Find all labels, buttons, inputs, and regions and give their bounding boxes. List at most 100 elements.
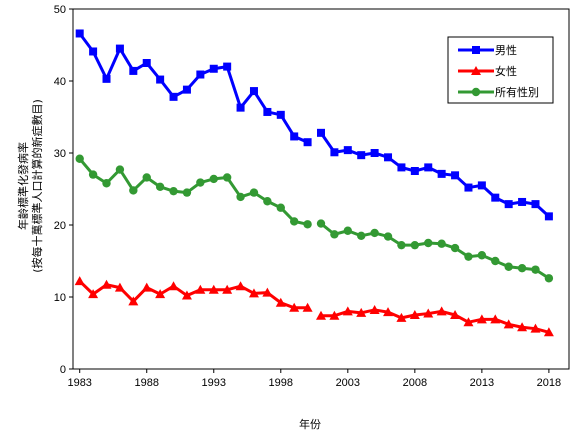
data-point bbox=[369, 304, 380, 314]
data-point bbox=[424, 238, 433, 248]
data-point bbox=[303, 138, 312, 147]
data-point bbox=[329, 310, 340, 320]
data-point bbox=[316, 219, 326, 228]
data-point bbox=[236, 103, 245, 112]
legend-label: 所有性別 bbox=[495, 85, 539, 99]
data-point bbox=[517, 322, 528, 332]
data-point bbox=[464, 252, 473, 261]
data-point bbox=[330, 148, 339, 157]
data-point bbox=[168, 281, 179, 291]
legend-label: 男性 bbox=[495, 43, 517, 57]
data-point bbox=[383, 307, 394, 317]
data-point bbox=[330, 230, 339, 239]
data-point bbox=[88, 289, 99, 299]
data-point bbox=[114, 282, 125, 292]
data-point bbox=[302, 302, 313, 312]
data-point bbox=[128, 296, 139, 306]
data-point bbox=[397, 163, 406, 172]
data-point bbox=[129, 186, 138, 195]
data-point bbox=[316, 310, 326, 320]
data-point bbox=[517, 264, 527, 273]
data-point bbox=[223, 62, 232, 71]
data-point bbox=[451, 171, 460, 180]
x-tick-label: 2013 bbox=[470, 377, 494, 389]
data-point bbox=[544, 274, 554, 283]
data-point bbox=[75, 29, 84, 38]
data-point bbox=[169, 92, 178, 101]
legend-item-2: 所有性別 bbox=[458, 85, 539, 99]
data-point bbox=[248, 288, 259, 298]
data-point bbox=[115, 44, 124, 53]
legend-item-0: 男性 bbox=[458, 43, 517, 57]
data-point bbox=[101, 279, 112, 289]
data-point bbox=[208, 284, 219, 294]
data-point bbox=[491, 256, 500, 266]
data-point bbox=[182, 85, 191, 94]
data-point bbox=[503, 319, 514, 329]
data-point bbox=[249, 87, 258, 96]
data-point bbox=[370, 149, 379, 157]
y-axis: 0 10 20 30 40 50 bbox=[54, 4, 73, 376]
series-2 bbox=[75, 154, 554, 283]
data-point bbox=[317, 128, 325, 137]
data-point bbox=[289, 302, 300, 312]
data-point bbox=[129, 66, 138, 75]
data-point bbox=[222, 173, 232, 182]
data-point bbox=[263, 107, 272, 116]
data-point bbox=[463, 317, 474, 327]
y-tick-label: 50 bbox=[54, 4, 66, 16]
x-tick-label: 2003 bbox=[336, 377, 360, 389]
x-axis: 1983 1988 1993 1998 2003 2008 2013 2018 bbox=[67, 369, 561, 389]
data-point bbox=[142, 173, 151, 182]
data-point bbox=[263, 197, 272, 206]
data-point bbox=[531, 265, 540, 274]
x-axis-label: 年份 bbox=[299, 417, 321, 431]
data-point bbox=[181, 290, 192, 300]
data-point bbox=[530, 323, 541, 333]
data-point bbox=[155, 182, 165, 192]
data-point bbox=[436, 306, 447, 316]
data-point bbox=[155, 289, 166, 299]
data-point bbox=[504, 262, 513, 271]
data-point bbox=[437, 169, 446, 178]
data-point bbox=[543, 327, 554, 337]
legend-item-1: 女性 bbox=[458, 64, 517, 78]
data-point bbox=[141, 282, 152, 292]
data-point bbox=[222, 284, 233, 294]
data-point bbox=[209, 174, 218, 184]
data-point bbox=[396, 312, 407, 322]
data-point bbox=[209, 64, 218, 73]
data-point bbox=[477, 181, 486, 190]
x-tick-label: 2008 bbox=[403, 377, 427, 389]
data-point bbox=[410, 167, 419, 175]
data-point bbox=[476, 314, 487, 324]
data-point bbox=[102, 74, 111, 83]
data-point bbox=[477, 251, 487, 260]
data-point bbox=[357, 231, 366, 240]
data-point bbox=[115, 165, 125, 174]
data-point bbox=[450, 310, 461, 319]
data-point bbox=[410, 240, 420, 250]
y-tick-label: 20 bbox=[54, 220, 66, 232]
data-point bbox=[74, 276, 85, 286]
data-point bbox=[262, 287, 273, 297]
data-point bbox=[544, 212, 553, 221]
data-point bbox=[504, 200, 513, 209]
data-point bbox=[383, 232, 393, 241]
y-tick-label: 0 bbox=[60, 364, 66, 376]
legend-swatch-marker bbox=[471, 66, 481, 75]
data-point bbox=[356, 307, 367, 317]
x-tick-label: 1983 bbox=[67, 377, 91, 389]
series-0 bbox=[75, 29, 553, 221]
data-point bbox=[142, 59, 151, 67]
legend-swatch-marker bbox=[472, 46, 480, 54]
data-point bbox=[195, 284, 206, 294]
data-point bbox=[384, 153, 393, 162]
data-point bbox=[276, 110, 285, 119]
data-point bbox=[491, 193, 500, 202]
series-layer bbox=[74, 29, 554, 337]
x-tick-label: 1993 bbox=[202, 377, 226, 389]
data-point bbox=[303, 220, 312, 229]
data-point bbox=[196, 178, 205, 187]
